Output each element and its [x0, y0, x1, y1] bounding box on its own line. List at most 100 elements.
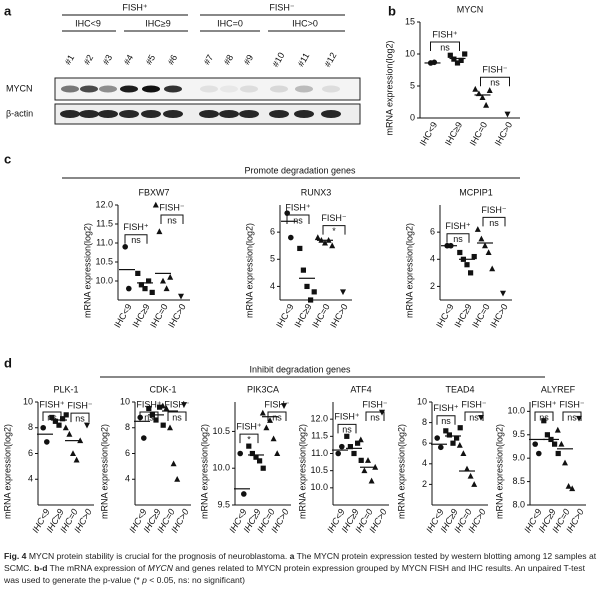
significance-label: ns	[131, 235, 141, 245]
point	[257, 458, 263, 464]
significance-label: ns	[370, 412, 380, 422]
point	[431, 59, 438, 66]
point	[460, 450, 467, 456]
significance-label: ns	[489, 218, 499, 228]
point	[485, 249, 492, 255]
significance-bracket	[480, 76, 510, 87]
point	[489, 265, 496, 272]
point	[156, 228, 163, 235]
point	[56, 422, 62, 428]
significance-bracket	[482, 216, 506, 227]
point	[146, 278, 152, 284]
point	[149, 289, 155, 295]
significance-label: ns	[469, 412, 479, 422]
blot-band	[295, 85, 313, 93]
point	[167, 273, 174, 280]
y-tick-label: 10	[23, 396, 33, 406]
significance-label: ns	[272, 412, 282, 422]
chart-title: PLK-1	[53, 384, 78, 394]
lane-label: #5	[144, 53, 158, 67]
blot-band	[199, 110, 219, 118]
y-axis-label: mRNA expression(log2)	[244, 223, 254, 318]
lane-label: #7	[202, 53, 216, 67]
y-tick-label: 11.5	[311, 431, 328, 441]
lane-label: #8	[222, 53, 236, 67]
y-tick-label: 10.0	[507, 406, 525, 416]
x-tick-label: IHC<9	[418, 120, 440, 147]
point	[73, 456, 80, 463]
point	[253, 454, 259, 460]
group-label: FISH⁺	[432, 29, 458, 39]
row-label: MYCN	[6, 83, 33, 93]
caption-text: and genes related to MYCN protein expres…	[4, 563, 585, 585]
y-tick-label: 8.5	[512, 476, 525, 486]
chart-title: MCPIP1	[459, 187, 493, 197]
group-label: FISH⁻	[164, 399, 190, 409]
y-tick-label: 6	[430, 227, 435, 237]
point	[274, 450, 281, 456]
x-tick-label: IHC>0	[328, 302, 350, 329]
blot-band	[240, 85, 258, 93]
point	[361, 467, 368, 474]
group-label: FISH⁺	[531, 399, 557, 409]
y-tick-label: 5	[410, 80, 415, 90]
significance-bracket	[42, 411, 62, 421]
blot-band	[61, 85, 79, 93]
y-tick-label: 8	[28, 422, 33, 432]
point	[536, 450, 542, 457]
chart-title: CDK-1	[149, 384, 176, 394]
point	[344, 433, 350, 439]
y-tick-label: 8.0	[512, 499, 525, 509]
y-tick-label: 6	[125, 448, 130, 458]
point	[146, 405, 152, 412]
point	[434, 435, 441, 441]
caption-text: b-d	[34, 563, 48, 573]
caption-text: p	[142, 575, 147, 585]
point	[555, 450, 561, 457]
point	[178, 293, 184, 300]
point	[478, 235, 485, 242]
point	[174, 475, 181, 482]
group-label: FISH⁻	[67, 401, 93, 411]
point	[281, 403, 287, 409]
lane-label: #12	[322, 51, 338, 69]
point	[163, 405, 170, 411]
point	[464, 262, 470, 268]
significance-label: ns	[490, 78, 500, 88]
blot-band	[60, 110, 80, 118]
y-tick-label: 2	[430, 281, 435, 291]
point	[153, 417, 159, 423]
group-label: FISH⁺	[39, 399, 65, 409]
y-tick-label: 4	[270, 281, 275, 291]
point	[472, 85, 479, 92]
group-label: FISH⁺	[285, 202, 311, 212]
y-tick-label: 4	[28, 474, 33, 484]
point	[379, 409, 385, 416]
blot-band	[119, 110, 139, 118]
point	[152, 201, 159, 208]
point	[351, 450, 357, 457]
chart-title: TEAD4	[445, 384, 474, 394]
significance-bracket	[337, 423, 357, 434]
significance-bracket	[286, 214, 310, 224]
y-tick-label: 10.5	[212, 426, 230, 436]
y-tick-label: 10	[405, 48, 415, 58]
lane-label: #1	[63, 53, 77, 67]
significance-label: ns	[342, 425, 352, 435]
group-label: FISH⁻	[321, 213, 347, 223]
point	[66, 430, 73, 437]
chart-title: ATF4	[350, 384, 371, 394]
point	[160, 277, 166, 284]
group-label: FISH⁺	[123, 222, 149, 232]
point	[163, 285, 170, 292]
point	[181, 402, 187, 408]
caption-text: The mRNA expression of	[47, 563, 148, 573]
significance-label: ns	[167, 215, 177, 225]
y-axis-label: mRNA expression(log2)	[199, 424, 209, 519]
y-axis-label: mRNA expression(log2)	[494, 424, 504, 519]
blot-band	[98, 110, 118, 118]
blot-band	[200, 85, 218, 93]
y-tick-label: 10.0	[212, 463, 230, 473]
y-tick-label: 10	[417, 396, 427, 406]
panel-letter: b	[388, 3, 396, 18]
